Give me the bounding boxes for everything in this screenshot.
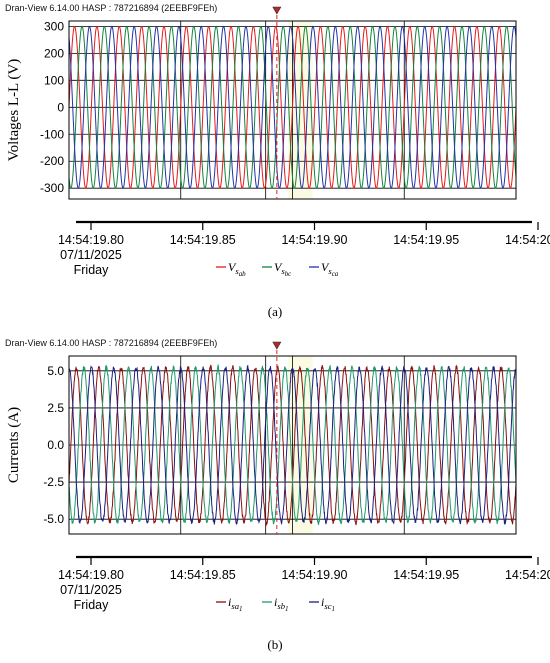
y-tick-label: -300 [40,181,64,195]
date-label: 07/11/2025 [60,248,122,262]
legend-label: Vsca [321,260,339,278]
y-axis-label: Voltages L-L (V) [6,59,22,161]
voltage-chart-panel: Dran-View 6.14.00 HASP : 787216894 (2EEB… [0,0,550,330]
x-tick-label: 14:54:19.85 [170,568,236,582]
x-tick-label: 14:54:19.90 [281,568,347,582]
y-tick-label: 300 [44,19,64,33]
x-tick-label: 14:54:19.90 [281,233,347,247]
legend-label: isc1 [321,595,335,613]
tool-title-a: Dran-View 6.14.00 HASP : 787216894 (2EEB… [5,3,218,13]
x-tick-label: 14:54:20.00 [505,233,550,247]
cursor-marker-icon [272,341,282,350]
voltage-chart-svg: 300 200 100 0 -100 -200 -300 Voltages L-L (V) 14… [6,6,550,278]
legend-entry-1: Vsab [216,260,246,278]
legend-label: isa1 [228,595,243,613]
series-line-3 [68,365,517,526]
x-tick-label: 14:54:19.95 [393,233,459,247]
cursor-marker-icon [272,6,282,15]
legend-entry-3: isc1 [309,595,335,613]
x-tick-label: 14:54:19.80 [58,233,124,247]
y-tick-label: -100 [40,127,64,141]
y-tick-label: -5.0 [43,512,64,526]
y-tick-label: 0 [57,100,64,114]
legend-entry-1: isa1 [216,595,243,613]
x-tick-label: 14:54:19.80 [58,568,124,582]
x-tick-label: 14:54:19.95 [393,568,459,582]
series-line-1 [68,25,517,189]
x-tick-label: 14:54:20.00 [505,568,550,582]
legend-entry-2: isb1 [262,595,289,613]
plot-frame [68,355,517,535]
caption-b: (b) [267,637,283,652]
series-line-2 [68,25,517,189]
y-tick-label: 0.0 [47,438,64,452]
y-tick-label: -200 [40,154,64,168]
caption-a: (a) [267,304,283,319]
legend-label: Vsab [228,260,246,278]
y-tick-label: -2.5 [43,475,64,489]
series-line-3 [68,25,517,189]
legend-label: isb1 [274,595,289,613]
legend-label: Vsbc [274,260,292,278]
current-chart-panel: Dran-View 6.14.00 HASP : 787216894 (2EEB… [0,335,550,663]
legend-entry-2: Vsbc [262,260,292,278]
plot-frame [68,20,517,200]
y-tick-label: 2.5 [47,401,64,415]
y-tick-label: 200 [44,46,64,60]
current-chart-svg: 5.0 2.5 0.0 -2.5 -5.0 Currents (A) 14:54:19.80… [6,341,550,613]
date-label: 07/11/2025 [60,583,122,597]
y-tick-label: 5.0 [47,364,64,378]
day-label: Friday [74,598,109,612]
y-axis-label: Currents (A) [6,407,22,483]
y-tick-label: 100 [44,73,64,87]
day-label: Friday [74,263,109,277]
legend-entry-3: Vsca [309,260,339,278]
x-tick-label: 14:54:19.85 [170,233,236,247]
tool-title-b: Dran-View 6.14.00 HASP : 787216894 (2EEB… [5,338,218,348]
